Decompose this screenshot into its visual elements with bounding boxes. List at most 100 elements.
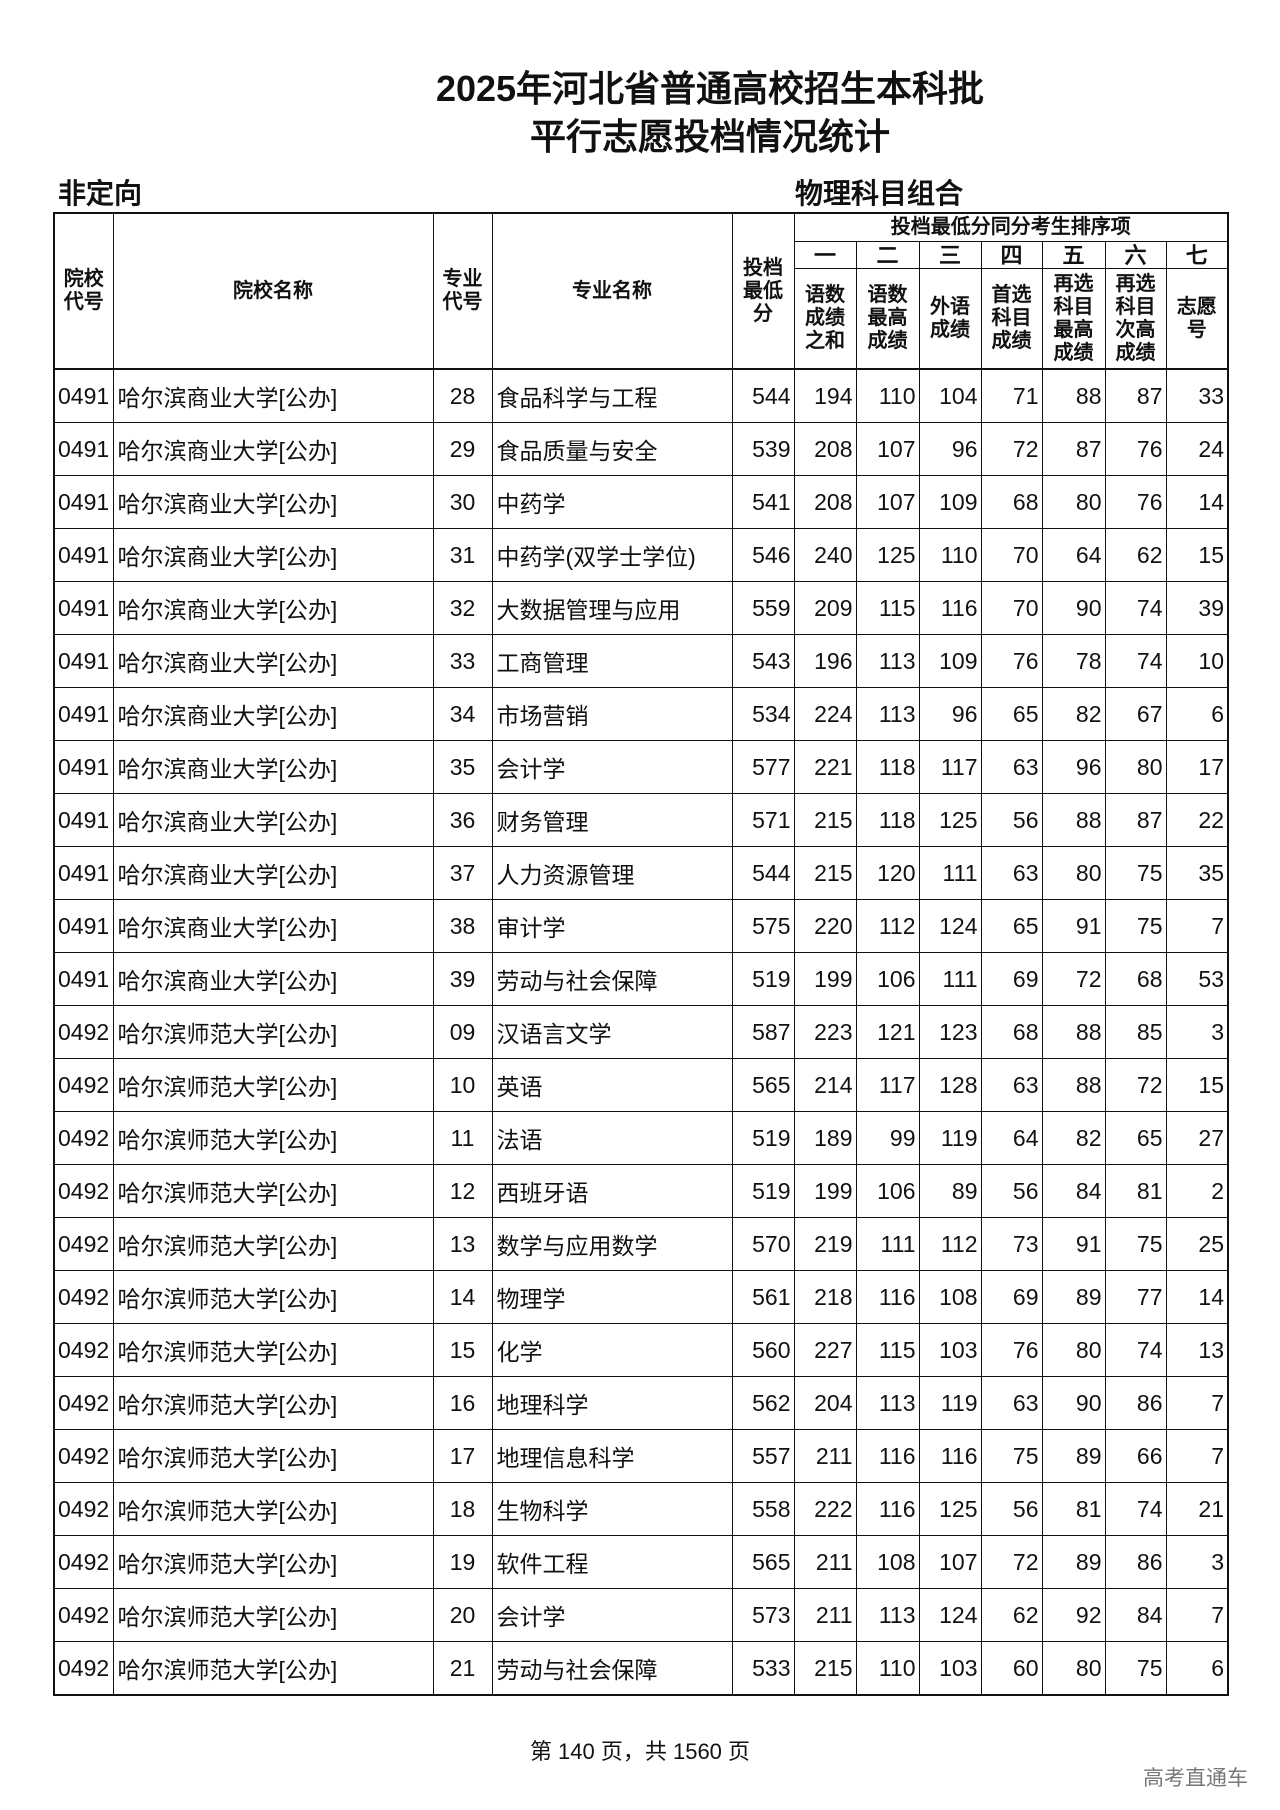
cell-chinese-math-sum: 227 (793, 1323, 857, 1377)
cell-chinese-math-sum: 240 (793, 528, 857, 582)
cell-first-subject: 71 (980, 368, 1043, 423)
cell-second-subject-next: 85 (1104, 1005, 1167, 1059)
cell-major-name: 劳动与社会保障 (491, 1641, 733, 1696)
table-row: 0492 哈尔滨师范大学[公办] 10 英语 565 214 117 128 63 88 72 15 (53, 1058, 1229, 1112)
cell-first-subject: 68 (980, 475, 1043, 529)
cell-major-name: 地理科学 (491, 1376, 733, 1430)
cell-first-subject: 64 (980, 1111, 1043, 1165)
table-row: 0492 哈尔滨师范大学[公办] 11 法语 519 189 99 119 64 82 65 27 (53, 1111, 1229, 1165)
cell-foreign-language: 119 (918, 1111, 982, 1165)
header-school-code: 院校代号 (53, 212, 114, 370)
cell-chinese-math-max: 107 (855, 422, 920, 476)
cell-school-code: 0492 (53, 1323, 114, 1377)
cell-major-name: 生物科学 (491, 1482, 733, 1536)
cell-major-code: 11 (432, 1111, 493, 1165)
cell-major-name: 中药学 (491, 475, 733, 529)
cell-preference-no: 24 (1165, 422, 1229, 476)
cell-school-name: 哈尔滨师范大学[公办] (112, 1323, 434, 1377)
cell-chinese-math-sum: 218 (793, 1270, 857, 1324)
cell-major-code: 35 (432, 740, 493, 794)
cell-first-subject: 76 (980, 1323, 1043, 1377)
table-row: 0491 哈尔滨商业大学[公办] 30 中药学 541 208 107 109 68 80 76 14 (53, 475, 1229, 529)
cell-second-subject-max: 80 (1041, 475, 1106, 529)
cell-chinese-math-max: 118 (855, 793, 920, 847)
cell-foreign-language: 124 (918, 1588, 982, 1642)
table-row: 0491 哈尔滨商业大学[公办] 33 工商管理 543 196 113 109 76 78 74 1… (53, 634, 1229, 688)
cell-major-code: 15 (432, 1323, 493, 1377)
table-row: 0492 哈尔滨师范大学[公办] 13 数学与应用数学 570 219 111 112 73 91… (53, 1217, 1229, 1271)
cell-major-name: 会计学 (491, 740, 733, 794)
cell-first-subject: 65 (980, 899, 1043, 953)
cell-second-subject-max: 64 (1041, 528, 1106, 582)
cell-first-subject: 63 (980, 740, 1043, 794)
cell-chinese-math-sum: 215 (793, 1641, 857, 1696)
category-label: 非定向 (58, 178, 143, 209)
cell-school-code: 0492 (53, 1005, 114, 1059)
cell-foreign-language: 111 (918, 846, 982, 900)
cell-chinese-math-sum: 215 (793, 793, 857, 847)
cell-first-subject: 73 (980, 1217, 1043, 1271)
cell-major-code: 20 (432, 1588, 493, 1642)
cell-second-subject-next: 67 (1104, 687, 1167, 741)
cell-major-name: 法语 (491, 1111, 733, 1165)
header-order-6: 六 (1104, 241, 1167, 269)
cell-min-score: 557 (731, 1429, 795, 1483)
page-footer: 第 140 页，共 1560 页 (529, 1739, 751, 1764)
table-row: 0492 哈尔滨师范大学[公办] 17 地理信息科学 557 211 116 116 75 89 6… (53, 1429, 1229, 1483)
cell-second-subject-max: 92 (1041, 1588, 1106, 1642)
cell-first-subject: 63 (980, 1058, 1043, 1112)
cell-school-code: 0492 (53, 1588, 114, 1642)
cell-foreign-language: 119 (918, 1376, 982, 1430)
cell-school-name: 哈尔滨商业大学[公办] (112, 687, 434, 741)
cell-major-code: 34 (432, 687, 493, 741)
cell-foreign-language: 116 (918, 581, 982, 635)
cell-second-subject-next: 75 (1104, 899, 1167, 953)
cell-major-name: 劳动与社会保障 (491, 952, 733, 1006)
cell-chinese-math-max: 113 (855, 687, 920, 741)
table-row: 0491 哈尔滨商业大学[公办] 36 财务管理 571 215 118 125 56 88 87 2… (53, 793, 1229, 847)
cell-first-subject: 62 (980, 1588, 1043, 1642)
cell-chinese-math-max: 112 (855, 899, 920, 953)
cell-min-score: 544 (731, 368, 795, 423)
cell-second-subject-max: 88 (1041, 793, 1106, 847)
cell-school-name: 哈尔滨师范大学[公办] (112, 1164, 434, 1218)
cell-major-code: 38 (432, 899, 493, 953)
cell-second-subject-next: 65 (1104, 1111, 1167, 1165)
cell-foreign-language: 109 (918, 475, 982, 529)
cell-major-name: 汉语言文学 (491, 1005, 733, 1059)
cell-second-subject-max: 80 (1041, 846, 1106, 900)
cell-preference-no: 7 (1165, 1376, 1229, 1430)
cell-second-subject-next: 74 (1104, 634, 1167, 688)
cell-major-code: 13 (432, 1217, 493, 1271)
header-major-name: 专业名称 (491, 212, 733, 370)
cell-chinese-math-max: 110 (855, 368, 920, 423)
cell-chinese-math-max: 116 (855, 1270, 920, 1324)
cell-school-name: 哈尔滨师范大学[公办] (112, 1005, 434, 1059)
cell-min-score: 573 (731, 1588, 795, 1642)
cell-school-code: 0491 (53, 952, 114, 1006)
header-item-7: 志愿号 (1165, 268, 1229, 370)
cell-second-subject-next: 74 (1104, 1482, 1167, 1536)
cell-chinese-math-sum: 196 (793, 634, 857, 688)
table-row: 0492 哈尔滨师范大学[公办] 14 物理学 561 218 116 108 69 89 77 14 (53, 1270, 1229, 1324)
cell-major-name: 食品质量与安全 (491, 422, 733, 476)
cell-chinese-math-sum: 219 (793, 1217, 857, 1271)
cell-min-score: 541 (731, 475, 795, 529)
cell-chinese-math-max: 115 (855, 1323, 920, 1377)
cell-second-subject-max: 80 (1041, 1641, 1106, 1696)
cell-school-name: 哈尔滨师范大学[公办] (112, 1535, 434, 1589)
table-row: 0492 哈尔滨师范大学[公办] 12 西班牙语 519 199 106 89 56 84 81 2 (53, 1164, 1229, 1218)
header-order-4: 四 (980, 241, 1043, 269)
table-row: 0491 哈尔滨商业大学[公办] 37 人力资源管理 544 215 120 111 63 80 7… (53, 846, 1229, 900)
cell-preference-no: 14 (1165, 1270, 1229, 1324)
cell-preference-no: 7 (1165, 899, 1229, 953)
table-row: 0491 哈尔滨商业大学[公办] 38 审计学 575 220 112 124 65 91 75 7 (53, 899, 1229, 953)
cell-first-subject: 70 (980, 581, 1043, 635)
cell-chinese-math-max: 113 (855, 634, 920, 688)
cell-preference-no: 2 (1165, 1164, 1229, 1218)
cell-first-subject: 56 (980, 1482, 1043, 1536)
cell-major-code: 09 (432, 1005, 493, 1059)
table-row: 0491 哈尔滨商业大学[公办] 32 大数据管理与应用 559 209 115 116 70 9… (53, 581, 1229, 635)
cell-second-subject-next: 68 (1104, 952, 1167, 1006)
cell-preference-no: 25 (1165, 1217, 1229, 1271)
